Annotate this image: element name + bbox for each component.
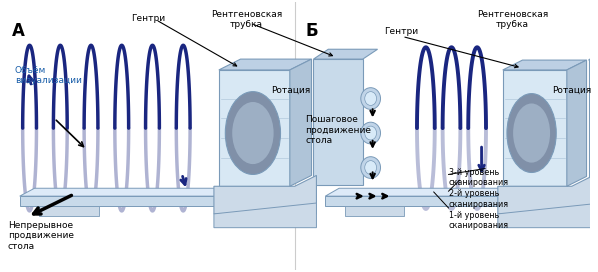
Text: Б: Б bbox=[306, 22, 318, 40]
Polygon shape bbox=[498, 177, 591, 214]
Ellipse shape bbox=[507, 94, 556, 172]
Polygon shape bbox=[503, 70, 567, 186]
Polygon shape bbox=[325, 188, 526, 196]
Text: Ротация: Ротация bbox=[552, 86, 591, 95]
Polygon shape bbox=[503, 60, 587, 70]
Polygon shape bbox=[219, 70, 290, 186]
Polygon shape bbox=[498, 204, 591, 228]
Text: Объём
визуализации: Объём визуализации bbox=[15, 66, 82, 85]
Polygon shape bbox=[20, 196, 234, 206]
Ellipse shape bbox=[225, 92, 280, 174]
Polygon shape bbox=[219, 59, 312, 70]
Polygon shape bbox=[39, 206, 99, 216]
Text: 2-й уровень
сканирования: 2-й уровень сканирования bbox=[448, 189, 509, 209]
Ellipse shape bbox=[361, 157, 380, 178]
Polygon shape bbox=[290, 59, 312, 186]
Polygon shape bbox=[313, 49, 377, 59]
Polygon shape bbox=[588, 60, 598, 181]
Polygon shape bbox=[20, 188, 248, 196]
Text: Гентри: Гентри bbox=[131, 14, 165, 23]
Polygon shape bbox=[214, 175, 316, 214]
Ellipse shape bbox=[365, 92, 377, 106]
Text: Ротация: Ротация bbox=[271, 86, 310, 95]
Text: Гентри: Гентри bbox=[385, 27, 419, 36]
Text: Пошаговое
продвижение
стола: Пошаговое продвижение стола bbox=[306, 115, 371, 145]
Ellipse shape bbox=[361, 122, 380, 144]
Text: Непрерывное
продвижение
стола: Непрерывное продвижение стола bbox=[8, 221, 74, 251]
Ellipse shape bbox=[365, 126, 377, 140]
Polygon shape bbox=[345, 206, 404, 216]
Ellipse shape bbox=[365, 161, 377, 174]
Text: Рентгеновская
трубка: Рентгеновская трубка bbox=[211, 10, 282, 29]
Polygon shape bbox=[325, 196, 512, 206]
Text: А: А bbox=[12, 22, 25, 40]
Polygon shape bbox=[588, 51, 598, 60]
Text: Рентгеновская
трубка: Рентгеновская трубка bbox=[477, 10, 548, 29]
Polygon shape bbox=[567, 60, 587, 186]
Text: 3-й уровень
сканирования: 3-й уровень сканирования bbox=[448, 168, 509, 187]
Polygon shape bbox=[313, 59, 363, 185]
Ellipse shape bbox=[232, 102, 274, 164]
Text: 1-й уровень
сканирования: 1-й уровень сканирования bbox=[448, 211, 509, 230]
Ellipse shape bbox=[513, 103, 550, 163]
Polygon shape bbox=[214, 203, 316, 228]
Ellipse shape bbox=[361, 88, 380, 109]
